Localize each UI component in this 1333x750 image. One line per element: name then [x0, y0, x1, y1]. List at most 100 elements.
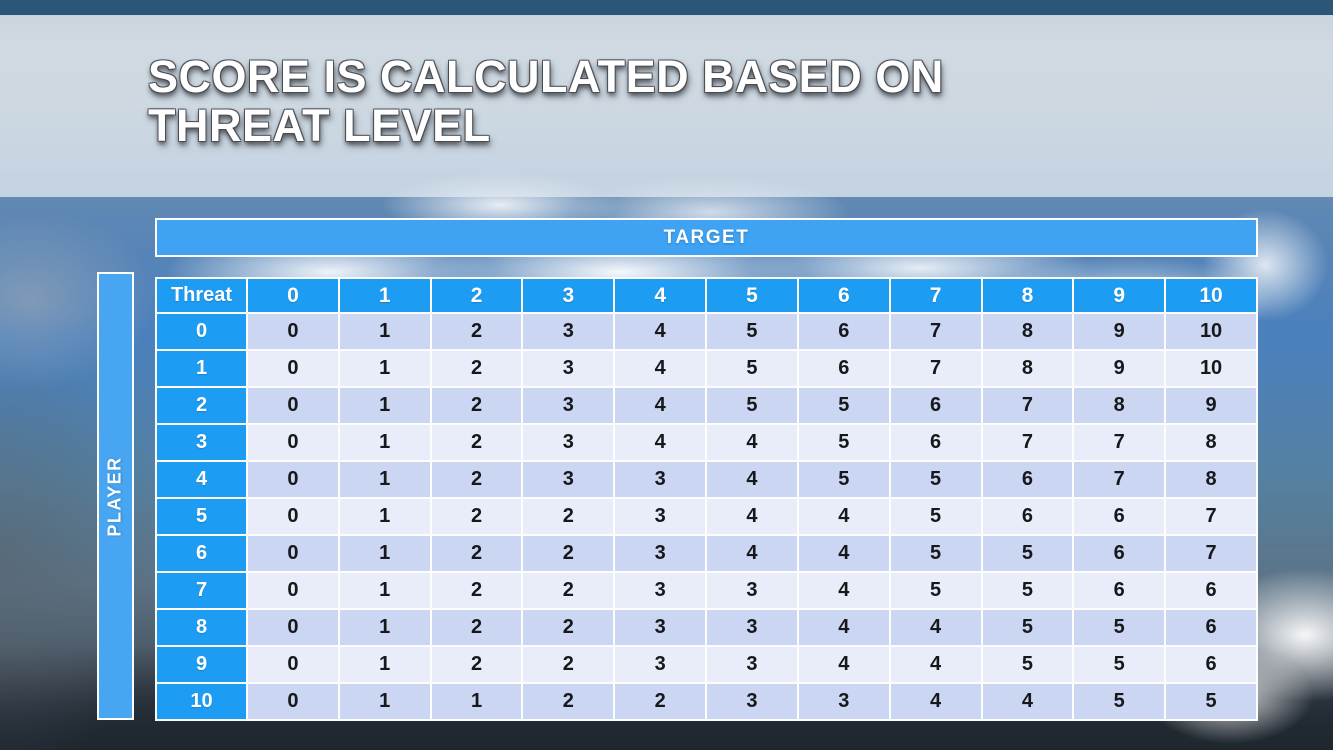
score-cell: 8: [1164, 423, 1258, 462]
score-cell: 5: [1164, 682, 1258, 721]
score-cell: 2: [429, 645, 524, 684]
score-cell: 3: [705, 608, 799, 647]
player-label: PLAYER: [105, 455, 126, 537]
score-cell: 2: [613, 682, 708, 721]
score-cell: 0: [246, 386, 340, 425]
title-band: [0, 15, 1333, 197]
score-cell: 3: [613, 608, 708, 647]
score-cell: 1: [337, 608, 432, 647]
score-cell: 8: [980, 349, 1075, 388]
score-cell: 3: [796, 682, 891, 721]
score-cell: 4: [796, 497, 891, 536]
score-cell: 10: [1164, 312, 1258, 351]
score-cell: 0: [246, 571, 340, 610]
target-column-header: 6: [796, 277, 891, 314]
threat-row-header: 10: [155, 682, 248, 721]
target-column-header: 3: [521, 277, 616, 314]
matrix-row: 10 0 1 1 2 2 3 3 4 4 5 5: [155, 682, 1258, 721]
score-cell: 7: [980, 423, 1075, 462]
score-cell: 1: [337, 423, 432, 462]
target-header-bar: TARGET: [155, 218, 1258, 257]
score-cell: 1: [429, 682, 524, 721]
score-cell: 2: [429, 460, 524, 499]
score-cell: 2: [429, 423, 524, 462]
threat-row-header: 6: [155, 534, 248, 573]
score-cell: 6: [1164, 608, 1258, 647]
score-cell: 0: [246, 682, 340, 721]
score-cell: 2: [521, 571, 616, 610]
score-cell: 5: [980, 534, 1075, 573]
score-cell: 2: [429, 497, 524, 536]
score-cell: 6: [1164, 571, 1258, 610]
threat-row-header: 8: [155, 608, 248, 647]
score-cell: 3: [521, 460, 616, 499]
score-cell: 7: [1164, 497, 1258, 536]
score-cell: 1: [337, 571, 432, 610]
score-cell: 5: [796, 460, 891, 499]
score-cell: 4: [796, 571, 891, 610]
score-cell: 4: [980, 682, 1075, 721]
score-cell: 3: [521, 312, 616, 351]
matrix-head: Threat 0 1 2 3 4 5 6 7 8 9 10: [155, 277, 1258, 314]
score-cell: 5: [796, 423, 891, 462]
target-column-header: 1: [337, 277, 432, 314]
score-cell: 5: [888, 497, 983, 536]
score-cell: 4: [796, 534, 891, 573]
score-cell: 3: [613, 497, 708, 536]
score-cell: 9: [1164, 386, 1258, 425]
column-header-row: Threat 0 1 2 3 4 5 6 7 8 9 10: [155, 277, 1258, 314]
threat-row-header: 3: [155, 423, 248, 462]
target-column-header: 2: [429, 277, 524, 314]
score-cell: 3: [613, 534, 708, 573]
matrix-row: 0 0 1 2 3 4 5 6 7 8 9 10: [155, 312, 1258, 351]
score-cell: 3: [521, 423, 616, 462]
score-cell: 4: [613, 386, 708, 425]
score-cell: 8: [1164, 460, 1258, 499]
score-cell: 2: [429, 386, 524, 425]
score-cell: 3: [705, 571, 799, 610]
score-cell: 7: [888, 312, 983, 351]
score-cell: 5: [705, 349, 799, 388]
target-label: TARGET: [663, 226, 750, 248]
score-cell: 10: [1164, 349, 1258, 388]
threat-row-header: 2: [155, 386, 248, 425]
score-cell: 6: [796, 312, 891, 351]
score-cell: 5: [705, 386, 799, 425]
score-cell: 4: [613, 423, 708, 462]
score-cell: 5: [980, 571, 1075, 610]
score-cell: 7: [1072, 423, 1167, 462]
score-cell: 2: [429, 571, 524, 610]
score-cell: 4: [705, 423, 799, 462]
score-cell: 4: [705, 534, 799, 573]
score-cell: 2: [429, 534, 524, 573]
score-cell: 2: [521, 608, 616, 647]
score-cell: 5: [888, 534, 983, 573]
score-cell: 6: [980, 460, 1075, 499]
threat-row-header: 1: [155, 349, 248, 388]
score-cell: 3: [613, 571, 708, 610]
threat-row-header: 7: [155, 571, 248, 610]
score-cell: 8: [980, 312, 1075, 351]
score-cell: 1: [337, 534, 432, 573]
score-cell: 2: [521, 497, 616, 536]
score-cell: 5: [796, 386, 891, 425]
score-cell: 4: [796, 608, 891, 647]
score-cell: 6: [1164, 645, 1258, 684]
score-cell: 4: [613, 349, 708, 388]
target-column-header: 10: [1164, 277, 1258, 314]
target-column-header: 7: [888, 277, 983, 314]
score-cell: 7: [1072, 460, 1167, 499]
target-column-header: 5: [705, 277, 799, 314]
target-column-header: 9: [1072, 277, 1167, 314]
score-cell: 5: [980, 645, 1075, 684]
score-cell: 6: [1072, 534, 1167, 573]
score-cell: 1: [337, 682, 432, 721]
score-cell: 5: [1072, 608, 1167, 647]
score-cell: 4: [888, 682, 983, 721]
score-cell: 3: [521, 386, 616, 425]
